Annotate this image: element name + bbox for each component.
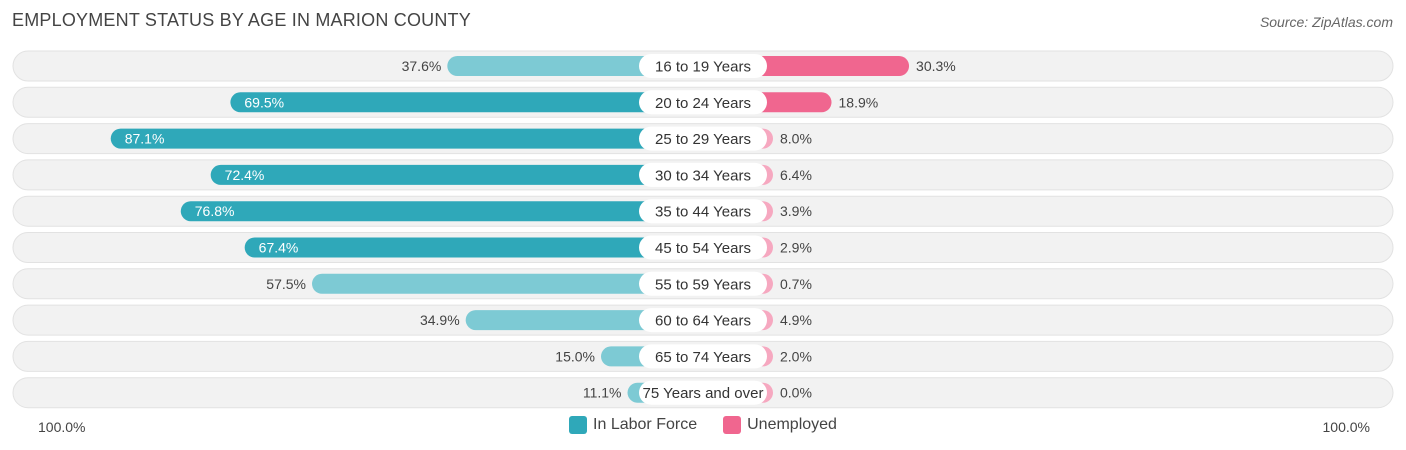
category-pill [639,235,767,260]
legend-label-labor-force: In Labor Force [593,416,698,433]
label-unemployed: 2.9% [780,240,812,256]
label-labor-force: 87.1% [125,131,165,147]
label-labor-force: 57.5% [266,276,306,292]
label-unemployed: 2.0% [780,348,812,364]
label-labor-force: 72.4% [225,167,265,183]
bar-labor-force [180,201,703,222]
category-pill [639,54,767,78]
category-label: 25 to 29 Years [655,131,751,148]
category-pill [639,380,767,405]
bar-labor-force [110,128,704,149]
legend-item-labor-force[interactable]: In Labor Force [569,416,697,434]
category-pill [639,126,767,151]
bar-labor-force [210,164,703,185]
legend-swatch-labor-force [569,416,588,434]
category-pill [639,344,767,369]
label-labor-force: 34.9% [420,312,460,328]
legend-label-unemployed: Unemployed [747,416,837,433]
label-labor-force: 76.8% [195,203,235,219]
legend: In Labor Force Unemployed [0,416,1406,434]
bar-labor-force [447,56,703,76]
category-label: 45 to 54 Years [655,240,751,257]
category-label: 30 to 34 Years [655,167,751,184]
label-unemployed: 3.9% [780,203,812,219]
label-labor-force: 37.6% [402,58,442,74]
category-pill [639,271,767,296]
category-pill [639,308,767,333]
category-pill [639,90,767,115]
label-unemployed: 4.9% [780,312,812,328]
label-unemployed: 30.3% [916,58,956,74]
category-label: 55 to 59 Years [655,276,751,293]
bar-labor-force [244,237,703,258]
label-unemployed: 0.0% [780,385,812,401]
axis-left-label: 100.0% [38,419,86,435]
category-label: 65 to 74 Years [655,349,751,366]
label-labor-force: 15.0% [555,348,595,364]
legend-item-unemployed[interactable]: Unemployed [723,416,837,434]
bar-labor-force [312,273,703,294]
bar-labor-force [230,92,703,113]
label-unemployed: 8.0% [780,131,812,147]
label-unemployed: 0.7% [780,276,812,292]
axis-right-label: 100.0% [1322,419,1370,435]
chart-source: Source: ZipAtlas.com [1259,14,1393,30]
label-labor-force: 67.4% [259,240,299,256]
category-label: 35 to 44 Years [655,204,751,221]
category-pill [639,199,767,224]
category-label: 16 to 19 Years [655,59,751,76]
label-labor-force: 69.5% [244,94,284,110]
category-label: 20 to 24 Years [655,95,751,112]
legend-swatch-unemployed [723,416,742,434]
label-labor-force: 11.1% [583,385,622,401]
category-pill [639,162,767,187]
category-label: 60 to 64 Years [655,313,751,330]
category-label: 75 Years and over [643,385,764,402]
label-unemployed: 18.9% [839,94,879,110]
chart-title: EMPLOYMENT STATUS BY AGE IN MARION COUNT… [12,10,471,30]
label-unemployed: 6.4% [780,167,812,183]
